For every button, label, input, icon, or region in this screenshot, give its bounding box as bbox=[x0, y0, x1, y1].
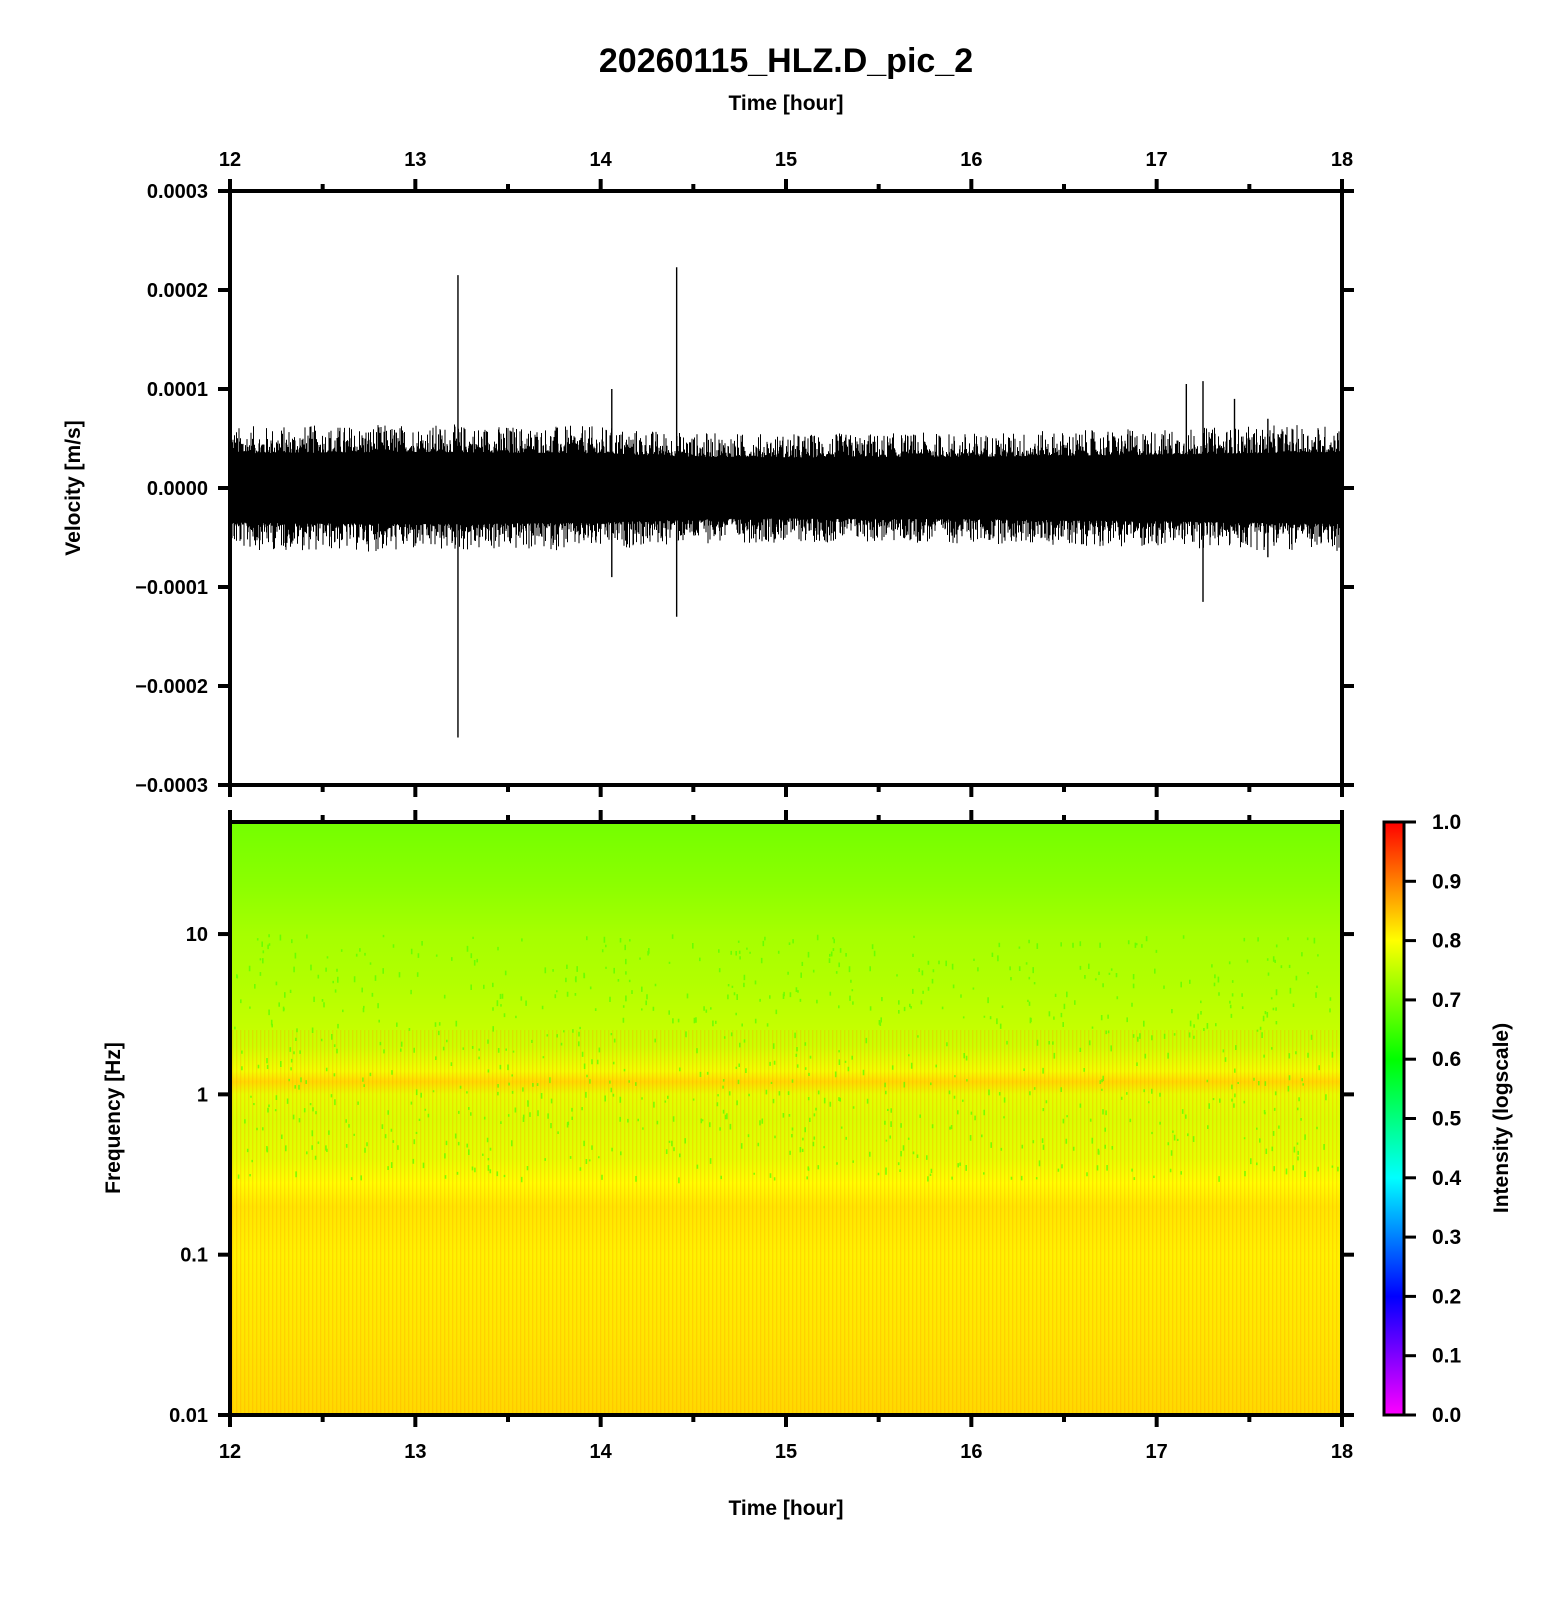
spectrogram-y-tick-label: 0.01 bbox=[169, 1405, 208, 1427]
waveform-y-tick-label: 0.0003 bbox=[147, 181, 208, 203]
colorbar-ticks: 1.0 0.9 0.8 0.7 0.6 0.5 0.4 0.3 0.2 0.1 0.0 bbox=[1404, 811, 1462, 1427]
spectrogram-x-tick-labels: 12 13 14 15 16 17 18 bbox=[219, 1441, 1353, 1463]
spectrogram-panel: 12 13 14 15 16 17 18 10 1 0.1 0.01 Frequency [Hz]… bbox=[102, 810, 1354, 1520]
colorbar-tick-label: 0.5 bbox=[1432, 1108, 1462, 1131]
waveform-y-tick-label: 0.0001 bbox=[147, 379, 208, 401]
spectrogram-frame bbox=[228, 820, 1344, 1417]
colorbar-tick-label: 0.6 bbox=[1432, 1048, 1461, 1071]
colorbar-tick-label: 0.7 bbox=[1432, 989, 1461, 1012]
waveform-x-tick-label: 15 bbox=[775, 149, 797, 171]
top-x-axis-title: Time [hour] bbox=[728, 92, 843, 115]
colorbar-tick-label: 1.0 bbox=[1432, 811, 1461, 834]
waveform-y-tick-label: −0.0002 bbox=[135, 676, 208, 698]
waveform-x-tick-label: 13 bbox=[404, 149, 426, 171]
spectrogram-x-tick-label: 13 bbox=[404, 1441, 426, 1463]
colorbar-tick-label: 0.9 bbox=[1432, 870, 1461, 893]
spectrogram-y-tick-label: 1 bbox=[197, 1084, 208, 1106]
spectrogram-x-tick-label: 16 bbox=[960, 1441, 982, 1463]
spectrogram-y-tick-label: 10 bbox=[186, 924, 208, 946]
waveform-x-tick-label: 18 bbox=[1331, 149, 1353, 171]
colorbar-label: Intensity (logscale) bbox=[1490, 1023, 1513, 1213]
waveform-trace bbox=[230, 267, 1342, 738]
waveform-y-tick-label: −0.0003 bbox=[135, 775, 208, 797]
spectrogram-x-tick-label: 15 bbox=[775, 1441, 797, 1463]
waveform-x-tick-label: 14 bbox=[590, 149, 613, 171]
waveform-y-tick-label: −0.0001 bbox=[135, 577, 208, 599]
waveform-y-tick-label: 0.0002 bbox=[147, 280, 208, 302]
waveform-x-tick-label: 16 bbox=[960, 149, 982, 171]
waveform-y-axis-title: Velocity [m/s] bbox=[62, 420, 85, 555]
spectrogram-x-tick-label: 17 bbox=[1146, 1441, 1168, 1463]
waveform-panel: 12 13 14 15 16 17 18 0.0003 0.0002 0.0001 0.0000 −… bbox=[62, 149, 1354, 797]
waveform-frame bbox=[228, 189, 1344, 787]
spectrogram-x-tick-label: 12 bbox=[219, 1441, 241, 1463]
waveform-x-tick-label: 12 bbox=[219, 149, 241, 171]
waveform-x-tick-label: 17 bbox=[1146, 149, 1168, 171]
waveform-y-tick-label: 0.0000 bbox=[147, 478, 208, 500]
spectrogram-x-axis-title: Time [hour] bbox=[728, 1497, 843, 1520]
chart-title: 20260115_HLZ.D_pic_2 bbox=[599, 42, 973, 80]
spectrogram-y-tick-label: 0.1 bbox=[180, 1245, 208, 1267]
colorbar-tick-label: 0.4 bbox=[1432, 1167, 1462, 1190]
colorbar: 1.0 0.9 0.8 0.7 0.6 0.5 0.4 0.3 0.2 0.1 0.0 Intens… bbox=[1382, 811, 1513, 1427]
colorbar-tick-label: 0.8 bbox=[1432, 930, 1462, 953]
spectrogram-y-axis-title: Frequency [Hz] bbox=[102, 1042, 125, 1194]
waveform-y-tick-labels: 0.0003 0.0002 0.0001 0.0000 −0.0001 −0.0002 −0… bbox=[135, 181, 208, 797]
colorbar-tick-label: 0.0 bbox=[1432, 1404, 1461, 1427]
colorbar-tick-label: 0.2 bbox=[1432, 1285, 1461, 1308]
colorbar-gradient bbox=[1382, 820, 1406, 1417]
colorbar-tick-label: 0.3 bbox=[1432, 1226, 1461, 1249]
waveform-noise-band bbox=[230, 424, 1342, 552]
spectrogram-x-tick-label: 14 bbox=[590, 1441, 613, 1463]
colorbar-tick-label: 0.1 bbox=[1432, 1345, 1462, 1368]
spectrogram-x-tick-label: 18 bbox=[1331, 1441, 1353, 1463]
spectrogram-y-tick-labels: 10 1 0.1 0.01 bbox=[169, 924, 208, 1427]
waveform-top-x-tick-labels: 12 13 14 15 16 17 18 bbox=[219, 149, 1353, 171]
spectrogram-texture bbox=[230, 1030, 1342, 1415]
